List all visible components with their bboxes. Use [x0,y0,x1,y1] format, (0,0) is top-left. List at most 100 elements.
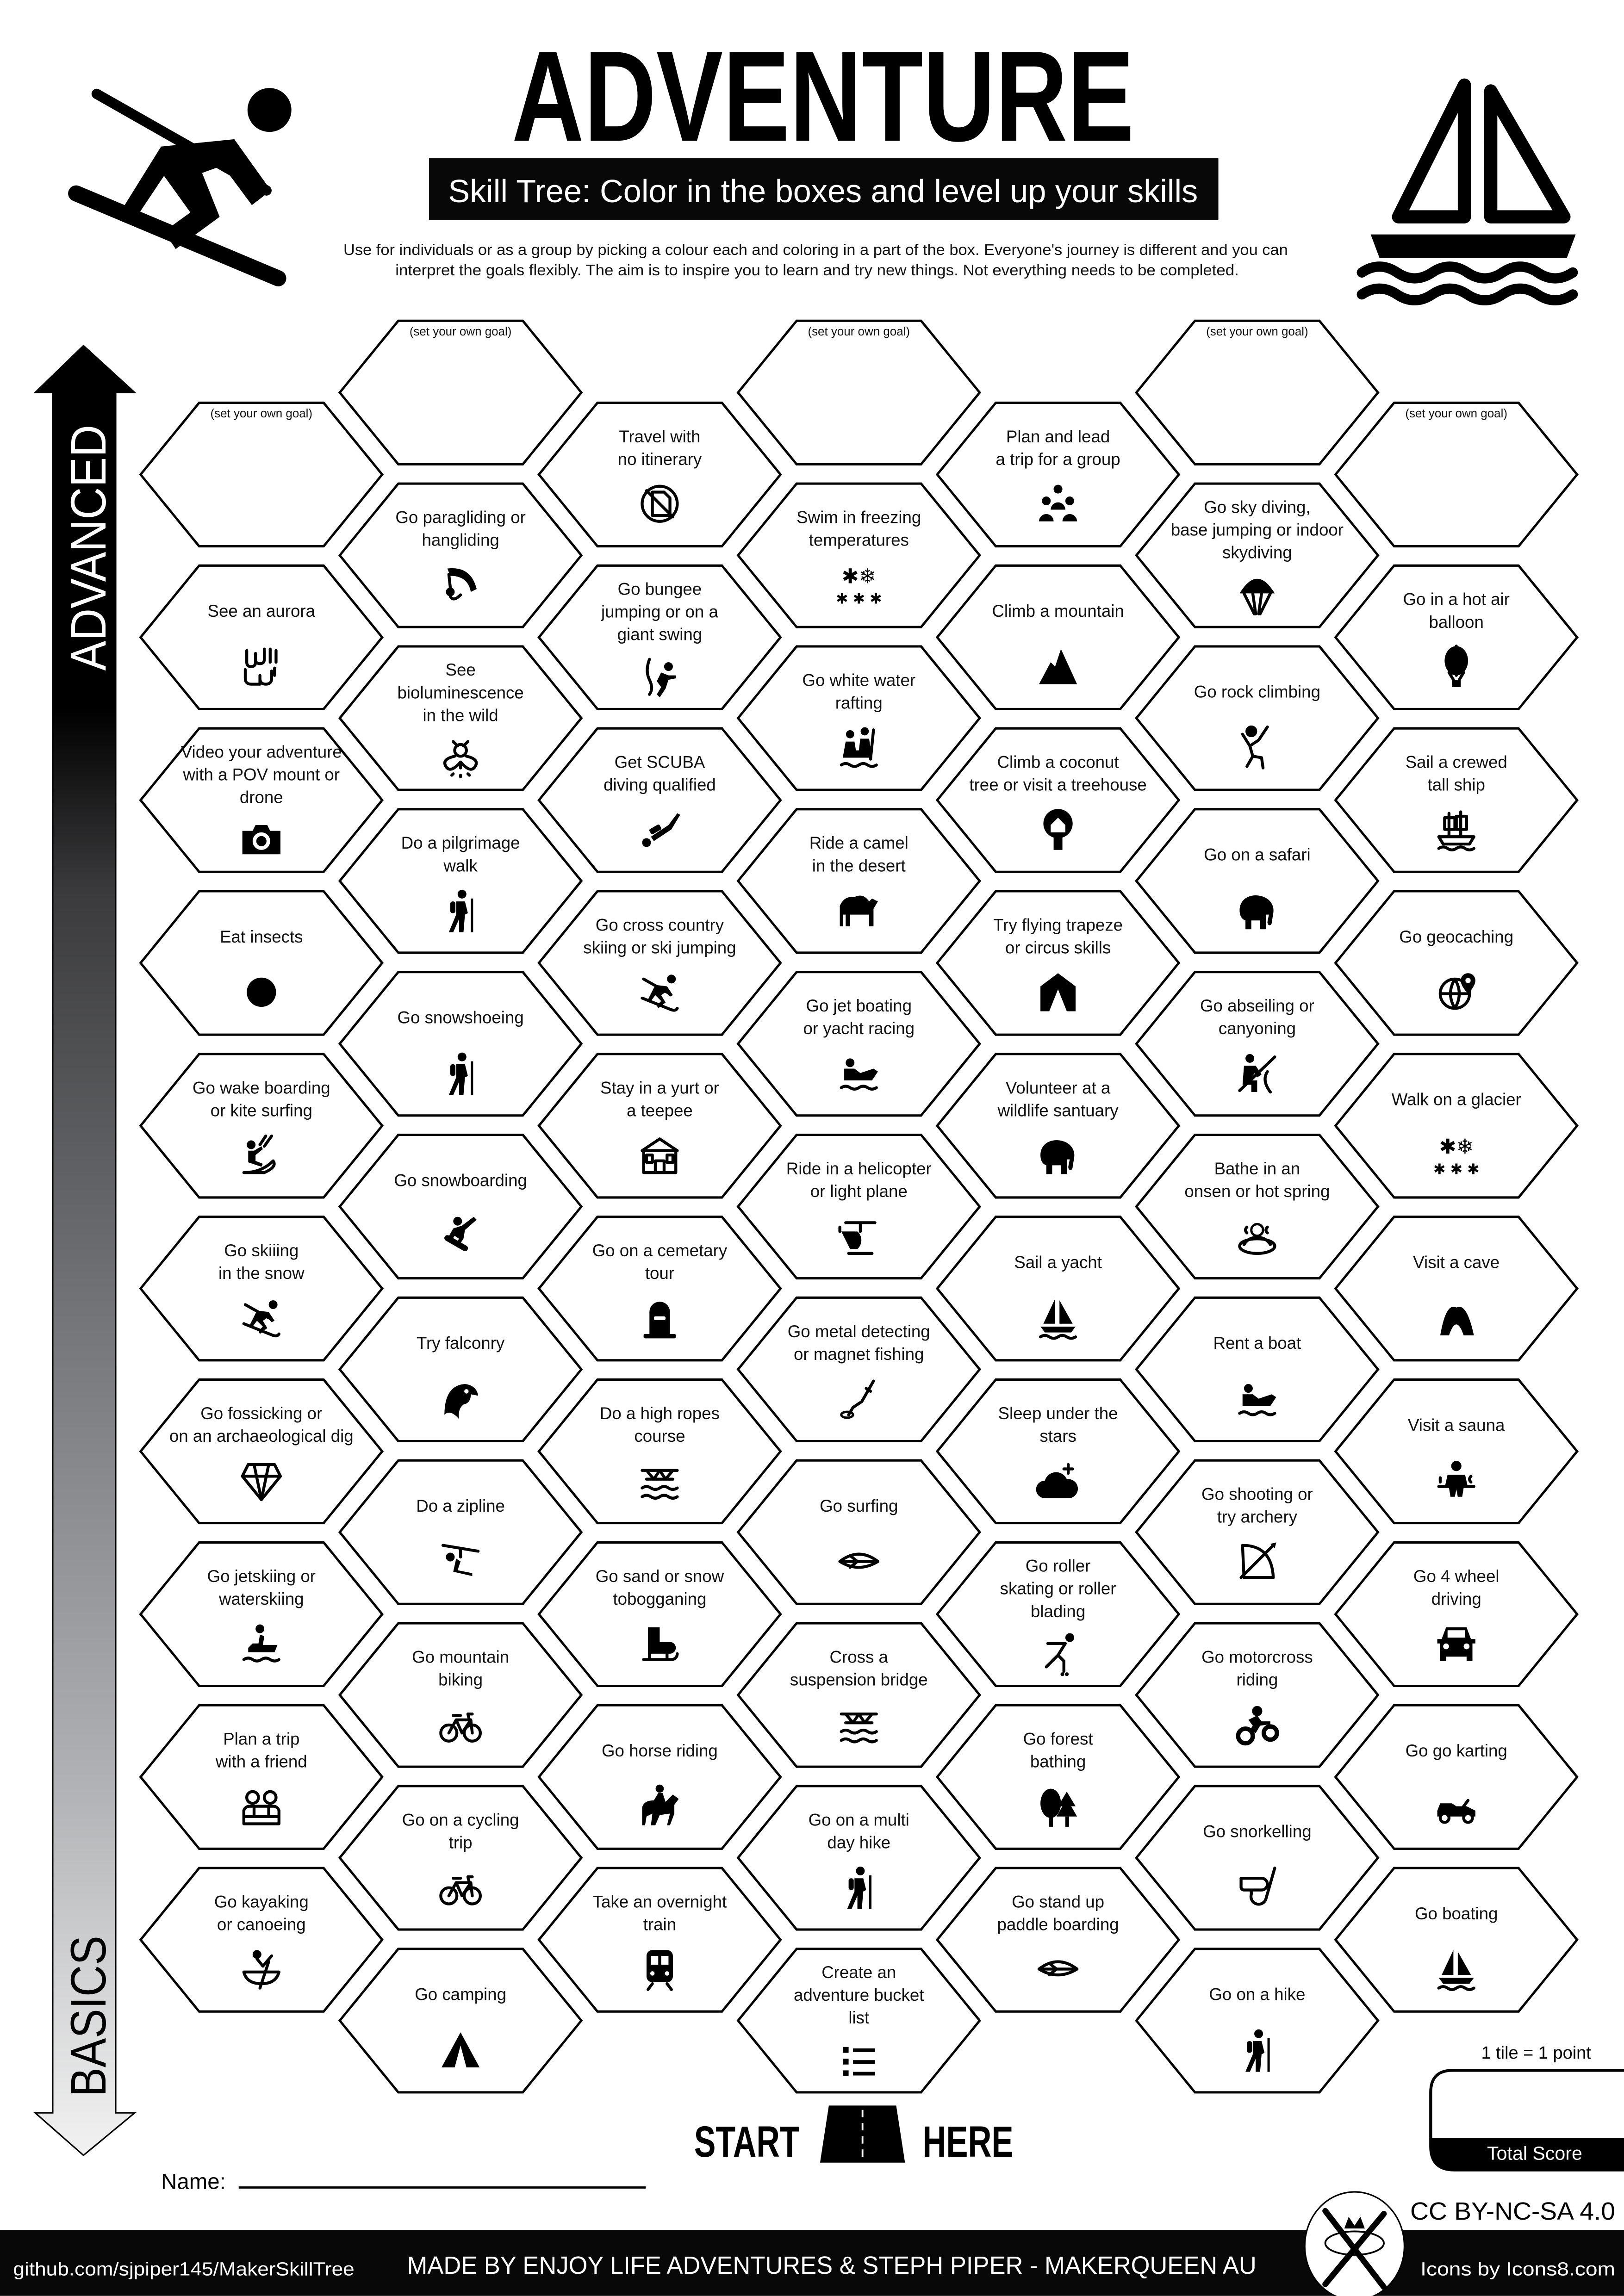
skill-hex[interactable]: Go paragliding or hangliding [338,482,583,628]
skill-hex[interactable]: Go on a safari [1135,808,1380,954]
total-score-box[interactable]: Total Score [1429,2069,1624,2172]
skill-hex[interactable]: Create an adventure bucket list [736,1948,982,2094]
hex-tile[interactable] [736,1296,982,1442]
skill-hex[interactable]: Visit a cave [1334,1216,1579,1362]
skill-hex[interactable]: Go on a multi day hike [736,1785,982,1931]
skill-hex[interactable]: Plan a trip with a friend [139,1704,384,1850]
skill-hex[interactable]: See an aurora [139,564,384,710]
skill-hex[interactable]: Sail a crewed tall ship [1334,727,1579,873]
hex-tile[interactable] [139,401,384,548]
hex-tile[interactable] [736,1133,982,1280]
skill-hex[interactable]: Go rock climbing [1135,645,1380,791]
hex-tile[interactable] [935,401,1181,548]
hex-tile[interactable] [338,1622,583,1768]
skill-hex[interactable]: Go on a cycling trip [338,1785,583,1931]
hex-tile[interactable] [338,808,583,954]
skill-hex[interactable]: Bathe in an onsen or hot spring [1135,1133,1380,1280]
hex-tile[interactable] [338,1459,583,1605]
hex-tile[interactable] [736,1622,982,1768]
skill-hex[interactable]: Swim in freezing temperatures ✱❄ ✱ ✱ ✱ [736,482,982,628]
skill-hex[interactable]: Do a zipline [338,1459,583,1605]
skill-hex[interactable]: Go cross country skiing or ski jumping [537,890,782,1036]
skill-hex[interactable]: Go snorkelling [1135,1785,1380,1931]
hex-tile[interactable] [139,564,384,710]
hex-tile[interactable] [1334,727,1579,873]
skill-hex[interactable]: Go camping [338,1948,583,2094]
skill-hex[interactable]: Go forest bathing [935,1704,1181,1850]
skill-hex[interactable]: Cross a suspension bridge [736,1622,982,1768]
hex-tile[interactable] [338,319,583,465]
hex-tile[interactable] [736,1948,982,2094]
skill-hex[interactable]: Go metal detecting or magnet fishing [736,1296,982,1442]
hex-tile[interactable] [139,1378,384,1525]
skill-hex[interactable]: Go white water rafting [736,645,982,791]
hex-tile[interactable] [1334,564,1579,710]
skill-hex[interactable]: Go snowboarding [338,1133,583,1280]
skill-hex[interactable]: Try flying trapeze or circus skills [935,890,1181,1036]
hex-tile[interactable] [139,727,384,873]
hex-tile[interactable] [935,1867,1181,2013]
hex-tile[interactable] [1135,1296,1380,1442]
skill-hex[interactable]: Go boating [1334,1867,1579,2013]
skill-hex[interactable]: Climb a mountain [935,564,1181,710]
hex-tile[interactable] [537,727,782,873]
skill-hex[interactable]: Visit a sauna [1334,1378,1579,1525]
skill-hex[interactable]: Sail a yacht [935,1216,1181,1362]
hex-tile[interactable] [537,890,782,1036]
skill-hex[interactable]: Go go karting [1334,1704,1579,1850]
hex-tile[interactable] [537,1867,782,2013]
hex-tile[interactable] [537,1541,782,1688]
skill-hex[interactable]: Go mountain biking [338,1622,583,1768]
skill-hex[interactable]: Travel with no itinerary [537,401,782,548]
skill-hex[interactable]: Go surfing [736,1459,982,1605]
skill-hex[interactable]: Go in a hot air balloon [1334,564,1579,710]
hex-tile[interactable] [1135,1459,1380,1605]
skill-hex[interactable]: Go sand or snow tobogganing [537,1541,782,1688]
skill-hex[interactable]: See bioluminescence in the wild [338,645,583,791]
skill-hex[interactable]: Walk on a glacier ✱❄ ✱ ✱ ✱ [1334,1053,1579,1199]
hex-tile[interactable] [338,482,583,628]
skill-hex[interactable]: Eat insects [139,890,384,1036]
hex-tile[interactable] [537,401,782,548]
hex-tile[interactable] [1135,808,1380,954]
skill-hex[interactable]: Go bungee jumping or on a giant swing [537,564,782,710]
hex-tile[interactable] [139,1541,384,1688]
hex-tile[interactable] [1334,890,1579,1036]
hex-tile[interactable] [537,1378,782,1525]
skill-hex[interactable]: Go roller skating or roller blading [935,1541,1181,1688]
hex-tile[interactable] [1334,1704,1579,1850]
hex-tile[interactable] [736,1785,982,1931]
hex-tile[interactable] [1334,1867,1579,2013]
hex-tile[interactable] [1135,1785,1380,1931]
skill-hex[interactable]: Go horse riding [537,1704,782,1850]
hex-tile[interactable] [736,808,982,954]
skill-hex[interactable]: Ride a camel in the desert [736,808,982,954]
custom-goal-hex[interactable]: (set your own goal) [338,319,583,465]
skill-hex[interactable]: Go geocaching [1334,890,1579,1036]
hex-tile[interactable] [736,319,982,465]
skill-hex[interactable]: Go on a hike [1135,1948,1380,2094]
hex-tile[interactable] [935,890,1181,1036]
skill-hex[interactable]: Go kayaking or canoeing [139,1867,384,2013]
skill-hex[interactable]: Do a pilgrimage walk [338,808,583,954]
hex-tile[interactable] [736,1459,982,1605]
skill-hex[interactable]: Go jetskiing or waterskiing [139,1541,384,1688]
custom-goal-hex[interactable]: (set your own goal) [1334,401,1579,548]
hex-tile[interactable] [935,1378,1181,1525]
skill-hex[interactable]: Go motorcross riding [1135,1622,1380,1768]
hex-tile[interactable] [935,564,1181,710]
hex-tile[interactable] [935,1704,1181,1850]
skill-hex[interactable]: Go abseiling or canyoning [1135,971,1380,1117]
custom-goal-hex[interactable]: (set your own goal) [1135,319,1380,465]
skill-hex[interactable]: Sleep under the stars [935,1378,1181,1525]
hex-tile[interactable] [1135,1133,1380,1280]
skill-hex[interactable]: Go wake boarding or kite surfing [139,1053,384,1199]
skill-hex[interactable]: Go sky diving, base jumping or indoor skyd… [1135,482,1380,628]
hex-tile[interactable] [338,1133,583,1280]
skill-hex[interactable]: Do a high ropes course [537,1378,782,1525]
skill-hex[interactable]: Video your adventure with a POV mount or d… [139,727,384,873]
hex-tile[interactable] [139,1216,384,1362]
skill-hex[interactable]: Take an overnight train [537,1867,782,2013]
skill-hex[interactable]: Go fossicking or on an archaeological dig [139,1378,384,1525]
skill-hex[interactable]: Go snowshoeing [338,971,583,1117]
